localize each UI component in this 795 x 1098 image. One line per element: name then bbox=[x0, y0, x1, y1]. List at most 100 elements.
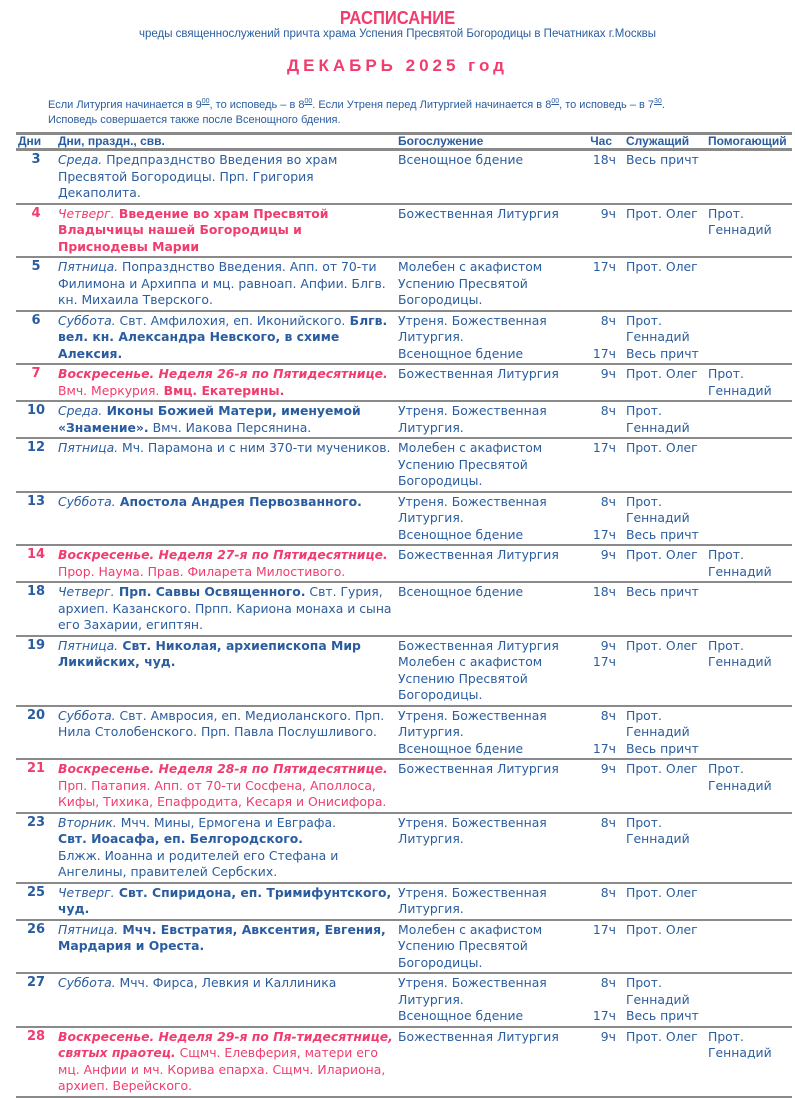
feast-description: Четверг. Введение во храм Пресвятой Влад… bbox=[56, 203, 396, 258]
feast-text: Среда. bbox=[58, 152, 103, 167]
service-entry: Утреня. Божественная Литургия. 8ч Прот. … bbox=[398, 815, 704, 848]
table-row: 12 Пятница. Мч. Парамона и с ним 370-ти … bbox=[16, 438, 792, 493]
helper: Прот. Геннадий bbox=[706, 203, 792, 258]
feast-text: Четверг. bbox=[58, 205, 115, 221]
services: Молебен с акафистом Успению Пресвятой Бо… bbox=[396, 919, 706, 974]
feast-text: Свт. Спиридона, еп. Тримифунтского, чуд. bbox=[58, 884, 392, 917]
feast-description: Пятница. Попразднство Введения. Апп. от … bbox=[56, 257, 396, 312]
note-text: , то исповедь – в 7 bbox=[559, 99, 655, 111]
service-name: Божественная Литургия bbox=[398, 761, 559, 776]
helper bbox=[706, 257, 792, 312]
day-number: 10 bbox=[16, 401, 56, 439]
feast-text: Четверг. bbox=[58, 884, 115, 900]
service-servant: Прот. Олег bbox=[626, 637, 698, 653]
service-name: Божественная Литургия bbox=[398, 1028, 559, 1044]
service-hour: 17ч bbox=[592, 345, 616, 361]
service-name: Божественная Литургия bbox=[398, 547, 559, 562]
feast-text: Введение во храм Пресвятой Владычицы наш… bbox=[58, 205, 329, 254]
service-entry: Божественная Литургия 9ч Прот. Олег bbox=[398, 366, 704, 383]
service-name: Всенощное бдение bbox=[398, 584, 524, 599]
feast-text: Пятница. bbox=[58, 637, 119, 653]
table-row: 13 Суббота. Апостола Андрея Первозванног… bbox=[16, 491, 792, 546]
service-name: Божественная Литургия bbox=[398, 205, 559, 221]
table-row: 21 Воскресенье. Неделя 28-я по Пятидесят… bbox=[16, 759, 792, 814]
service-hour: 8ч bbox=[600, 707, 616, 723]
feast-text: Четверг. bbox=[58, 584, 115, 599]
service-hour: 17ч bbox=[592, 740, 616, 756]
feast-text: Свт. Амвросия, еп. Медиоланского. Прп. Н… bbox=[58, 707, 385, 740]
services: Утреня. Божественная Литургия. 8ч Прот. … bbox=[396, 401, 706, 439]
service-name: Молебен с акафистом Успению Пресвятой Бо… bbox=[398, 259, 543, 307]
service-servant: Прот. Олег bbox=[626, 547, 698, 562]
service-hour: 18ч bbox=[592, 152, 616, 167]
service-name: Утреня. Божественная Литургия. bbox=[398, 707, 547, 740]
table-row: 4 Четверг. Введение во храм Пресвятой Вл… bbox=[16, 203, 792, 258]
service-hour: 9ч bbox=[600, 761, 616, 776]
feast-description: Воскресенье. Неделя 29-я по Пя-тидесятни… bbox=[56, 1026, 396, 1098]
helper bbox=[706, 812, 792, 884]
feast-text: Воскресенье. Неделя 26-я по Пятидесятниц… bbox=[58, 366, 388, 381]
feast-text: Блжж. Иоанна и родителей его Стефана и А… bbox=[58, 847, 339, 880]
note-sup: 30 bbox=[654, 98, 662, 105]
month-heading: ДЕКАБРЬ 2025 год bbox=[287, 56, 508, 75]
service-hour: 17ч bbox=[592, 259, 616, 274]
feast-description: Воскресенье. Неделя 26-я по Пятидесятниц… bbox=[56, 364, 396, 402]
helper bbox=[706, 582, 792, 637]
service-hour: 18ч bbox=[592, 584, 616, 599]
service-servant: Весь причт bbox=[626, 740, 699, 756]
table-row: 27 Суббота. Мчч. Фирса, Левкия и Каллини… bbox=[16, 973, 792, 1028]
services: Всенощное бдение 18ч Весь причт bbox=[396, 582, 706, 637]
service-servant: Прот. Олег bbox=[626, 884, 698, 900]
service-entry: Молебен с акафистом Успению Пресвятой Бо… bbox=[398, 259, 704, 309]
feast-text: Попразднство Введения. Апп. от 70-ти Фил… bbox=[58, 259, 386, 307]
feast-text: Пятница. bbox=[58, 440, 119, 455]
service-servant: Прот. Олег bbox=[626, 259, 698, 274]
note-sup: 00 bbox=[201, 98, 210, 105]
feast-text: Мчч. Мины, Ермогена и Евграфа. bbox=[116, 814, 337, 830]
service-hour: 17ч bbox=[592, 921, 616, 937]
helper bbox=[706, 882, 792, 921]
table-row: 18 Четверг. Прп. Саввы Освященного. Свт.… bbox=[16, 582, 792, 637]
service-servant: Прот. Олег bbox=[626, 366, 698, 381]
service-hour: 9ч bbox=[600, 637, 616, 653]
feast-text: Воскресенье. Неделя 27-я по Пятидесятниц… bbox=[58, 547, 388, 562]
feast-description: Суббота. Мчч. Фирса, Левкия и Каллиника bbox=[56, 973, 396, 1028]
service-servant bbox=[620, 654, 708, 704]
service-hour: 8ч bbox=[600, 312, 616, 328]
feast-text: Апостола Андрея Первозванного. bbox=[115, 493, 362, 509]
note-sup: 00 bbox=[304, 98, 313, 105]
service-entry: Всенощное бдение 17ч Весь причт bbox=[398, 527, 704, 544]
col-feast: Дни, праздн., свв. bbox=[56, 132, 396, 151]
day-number: 20 bbox=[16, 705, 56, 760]
helper bbox=[706, 491, 792, 546]
service-servant: Прот. Геннадий bbox=[626, 312, 690, 345]
service-entry: Божественная Литургия 9ч Прот. Олег bbox=[398, 761, 704, 778]
table-header: Дни Дни, праздн., свв. Богослужение Час … bbox=[16, 132, 792, 151]
feast-description: Воскресенье. Неделя 27-я по Пятидесятниц… bbox=[56, 545, 396, 583]
service-name: Всенощное бдение bbox=[398, 152, 524, 167]
service-entry: Всенощное бдение 17ч Весь причт bbox=[398, 741, 704, 758]
service-servant: Весь причт bbox=[626, 584, 699, 599]
table-row: 25 Четверг. Свт. Спиридона, еп. Тримифун… bbox=[16, 882, 792, 921]
note-text: . bbox=[661, 99, 665, 111]
col-servant: Служащий bbox=[618, 132, 706, 151]
feast-text: Свт. Амфилохия, еп. Иконийского. bbox=[115, 312, 346, 328]
feast-text: Блгв. вел. кн. Александра Невского, в сх… bbox=[58, 312, 388, 361]
services: Божественная Литургия 9ч Прот. Олег bbox=[396, 1026, 706, 1098]
feast-text: Пятница. bbox=[58, 259, 119, 274]
feast-text: Прор. Наума. Прав. Филарета Милостивого. bbox=[58, 563, 346, 579]
service-name: Божественная Литургия bbox=[398, 637, 559, 653]
service-servant: Весь причт bbox=[626, 345, 699, 361]
day-number: 5 bbox=[16, 257, 56, 312]
service-servant: Прот. Геннадий bbox=[626, 493, 690, 526]
service-entry: Божественная Литургия 9ч Прот. Олег bbox=[398, 206, 704, 223]
services: Утреня. Божественная Литургия. 8ч Прот. … bbox=[396, 705, 706, 760]
service-entry: Утреня. Божественная Литургия. 8ч Прот. … bbox=[398, 494, 704, 527]
table-row: 7 Воскресенье. Неделя 26-я по Пятидесятн… bbox=[16, 364, 792, 402]
col-day: Дни bbox=[16, 132, 56, 151]
feast-text: Мчч. Фирса, Левкия и Каллиника bbox=[115, 975, 337, 990]
schedule-table: Дни Дни, праздн., свв. Богослужение Час … bbox=[16, 132, 792, 1098]
table-row: 10 Среда. Иконы Божией Матери, именуемой… bbox=[16, 401, 792, 439]
feast-text: Прп. Саввы Освященного. bbox=[114, 584, 306, 599]
helper bbox=[706, 310, 792, 365]
